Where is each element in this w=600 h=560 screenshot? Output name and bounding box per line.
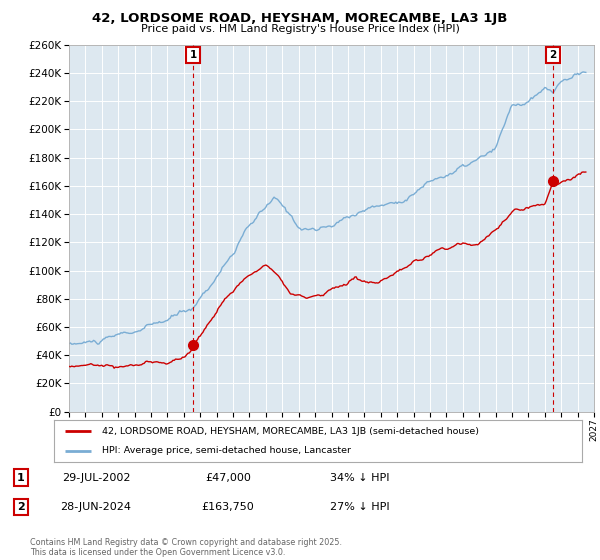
Text: 29-JUL-2002: 29-JUL-2002 xyxy=(62,473,130,483)
Text: £163,750: £163,750 xyxy=(202,502,254,512)
Text: 2: 2 xyxy=(17,502,25,512)
Text: 27% ↓ HPI: 27% ↓ HPI xyxy=(330,502,390,512)
Text: 34% ↓ HPI: 34% ↓ HPI xyxy=(330,473,390,483)
Text: 42, LORDSOME ROAD, HEYSHAM, MORECAMBE, LA3 1JB (semi-detached house): 42, LORDSOME ROAD, HEYSHAM, MORECAMBE, L… xyxy=(101,427,479,436)
Text: 42, LORDSOME ROAD, HEYSHAM, MORECAMBE, LA3 1JB: 42, LORDSOME ROAD, HEYSHAM, MORECAMBE, L… xyxy=(92,12,508,25)
Text: 2: 2 xyxy=(549,50,556,60)
Text: HPI: Average price, semi-detached house, Lancaster: HPI: Average price, semi-detached house,… xyxy=(101,446,350,455)
Text: Price paid vs. HM Land Registry's House Price Index (HPI): Price paid vs. HM Land Registry's House … xyxy=(140,24,460,34)
Text: 1: 1 xyxy=(190,50,197,60)
Text: 1: 1 xyxy=(17,473,25,483)
Text: Contains HM Land Registry data © Crown copyright and database right 2025.
This d: Contains HM Land Registry data © Crown c… xyxy=(30,538,342,557)
Text: £47,000: £47,000 xyxy=(205,473,251,483)
Text: 28-JUN-2024: 28-JUN-2024 xyxy=(61,502,131,512)
